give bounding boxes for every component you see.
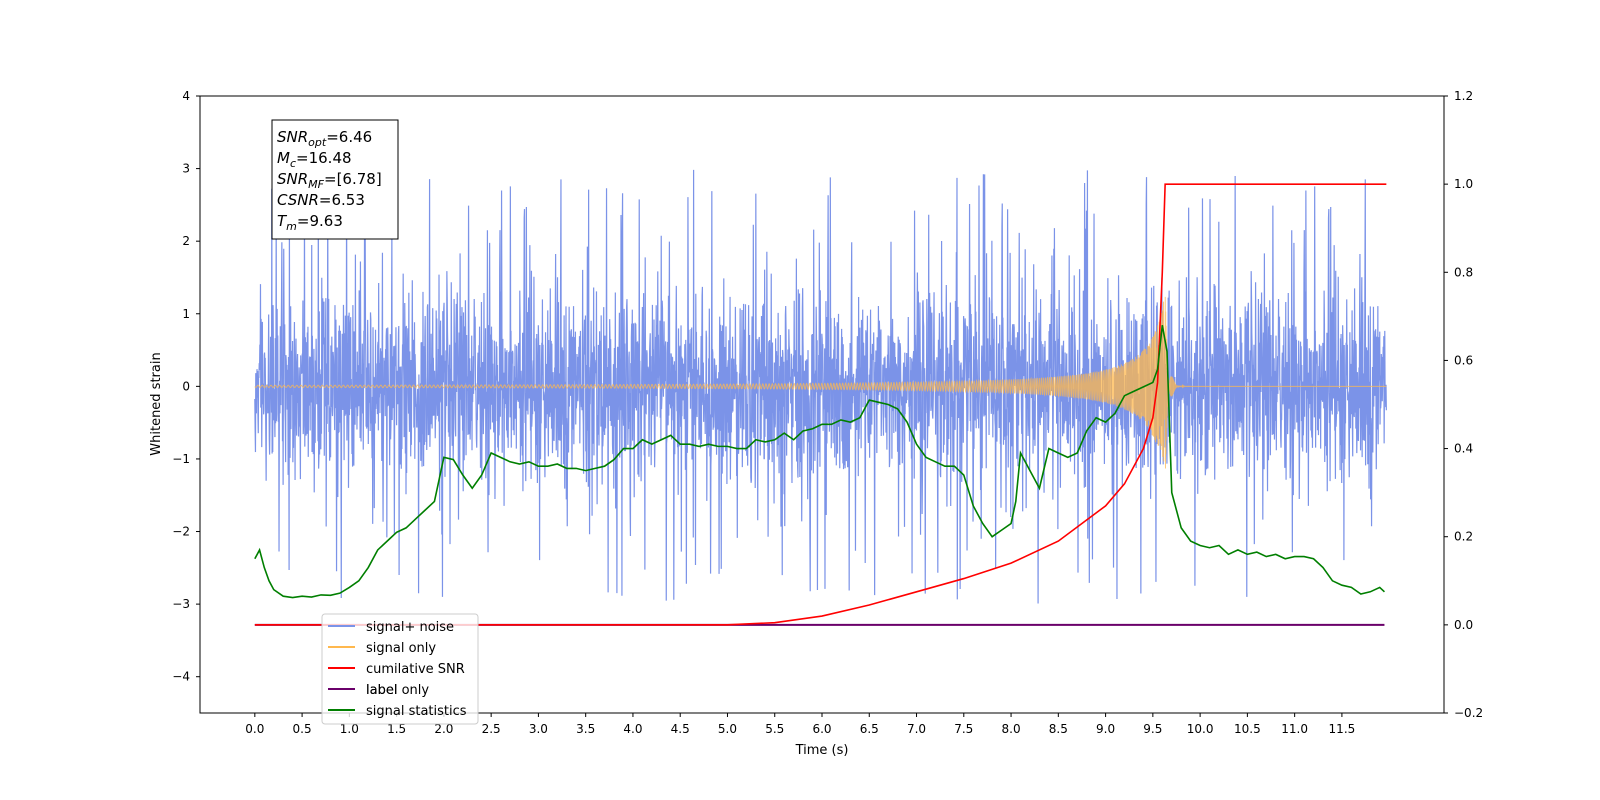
x-tick-label: 3.0 bbox=[529, 722, 548, 736]
x-tick-label: 6.5 bbox=[860, 722, 879, 736]
x-tick-label: 2.0 bbox=[434, 722, 453, 736]
legend-label: signal+ noise bbox=[366, 620, 454, 635]
annotation-line: SNRopt=6.46 bbox=[277, 128, 372, 149]
annotation-box: SNRopt=6.46Mc=16.48SNRMF=[6.78]CSNR=6.53… bbox=[271, 119, 399, 240]
legend: signal+ noise signal only cumilative SNR la… bbox=[321, 613, 479, 725]
y2-tick-label: 0.0 bbox=[1454, 618, 1473, 632]
legend-frame bbox=[321, 613, 479, 725]
x-tick-label: 2.5 bbox=[482, 722, 501, 736]
series-signal-noise-line bbox=[254, 169, 1387, 604]
x-tick-label: 9.0 bbox=[1096, 722, 1115, 736]
y2-axis-ticks: 1.2 1.0 0.8 0.6 0.4 0.2 0.0 −0.2 bbox=[1444, 89, 1483, 720]
y-axis-ticks: 4 3 2 1 0 −1 −2 −3 −4 bbox=[172, 89, 200, 684]
y-tick-label: −1 bbox=[172, 452, 190, 466]
y2-tick-label: 0.8 bbox=[1454, 265, 1473, 279]
y2-tick-label: 1.0 bbox=[1454, 177, 1473, 191]
x-tick-label: 10.0 bbox=[1187, 722, 1214, 736]
annotation-box-frame bbox=[271, 119, 399, 240]
series-signal-statistics-line bbox=[254, 325, 1385, 599]
x-tick-label: 8.0 bbox=[1002, 722, 1021, 736]
y-tick-label: 4 bbox=[182, 89, 190, 103]
y-axis-label: Whitened strain bbox=[149, 352, 164, 455]
x-tick-label: 7.0 bbox=[907, 722, 926, 736]
x-tick-label: 0.0 bbox=[245, 722, 264, 736]
x-axis-ticks: 0.0 0.5 1.0 1.5 2.0 2.5 3.0 3.5 4.0 4.5 5.0 5.5 6.0 6… bbox=[245, 713, 1355, 736]
x-tick-label: 0.5 bbox=[293, 722, 312, 736]
annotation-line: Tm=9.63 bbox=[277, 212, 343, 233]
y2-tick-label: 1.2 bbox=[1454, 89, 1473, 103]
legend-label: label bbox=[366, 683, 397, 698]
x-axis-label: Time (s) bbox=[795, 743, 849, 758]
x-tick-label: 6.0 bbox=[812, 722, 831, 736]
x-tick-label: 5.5 bbox=[765, 722, 784, 736]
annotation-line: Mc=16.48 bbox=[277, 149, 352, 170]
x-tick-label: 5.0 bbox=[718, 722, 737, 736]
y2-tick-label: 0.2 bbox=[1454, 530, 1473, 544]
y-tick-label: 2 bbox=[182, 234, 190, 248]
series-signal-only-line bbox=[254, 296, 1387, 469]
x-tick-label: 8.5 bbox=[1049, 722, 1068, 736]
x-tick-label: 9.5 bbox=[1143, 722, 1162, 736]
x-tick-label: 11.5 bbox=[1329, 722, 1356, 736]
annotation-line: SNRMF=[6.78] bbox=[277, 170, 382, 191]
y-tick-label: −3 bbox=[172, 597, 190, 611]
y-tick-label: −2 bbox=[172, 525, 190, 539]
legend-label: signal statistics bbox=[366, 704, 467, 719]
y-tick-label: 0 bbox=[182, 379, 190, 393]
x-tick-label: 4.5 bbox=[671, 722, 690, 736]
x-tick-label: 1.0 bbox=[340, 722, 359, 736]
x-tick-label: 3.5 bbox=[576, 722, 595, 736]
y2-tick-label: 0.4 bbox=[1454, 442, 1473, 456]
y2-tick-label: 0.6 bbox=[1454, 353, 1473, 367]
x-tick-label: 7.5 bbox=[954, 722, 973, 736]
legend-label: signal only bbox=[366, 641, 436, 656]
y-tick-label: 3 bbox=[182, 162, 190, 176]
legend-label: cumilative SNR bbox=[366, 662, 465, 677]
x-tick-label: 1.5 bbox=[387, 722, 406, 736]
x-tick-label: 10.5 bbox=[1234, 722, 1261, 736]
series-cumulative-snr-line bbox=[254, 183, 1387, 626]
legend-label: label only bbox=[366, 683, 429, 698]
annotation-line: CSNR=6.53 bbox=[277, 191, 365, 209]
y-tick-label: −4 bbox=[172, 670, 190, 684]
y2-tick-label: −0.2 bbox=[1454, 706, 1483, 720]
x-tick-label: 11.0 bbox=[1281, 722, 1308, 736]
x-tick-label: 4.0 bbox=[623, 722, 642, 736]
y-tick-label: 1 bbox=[182, 307, 190, 321]
